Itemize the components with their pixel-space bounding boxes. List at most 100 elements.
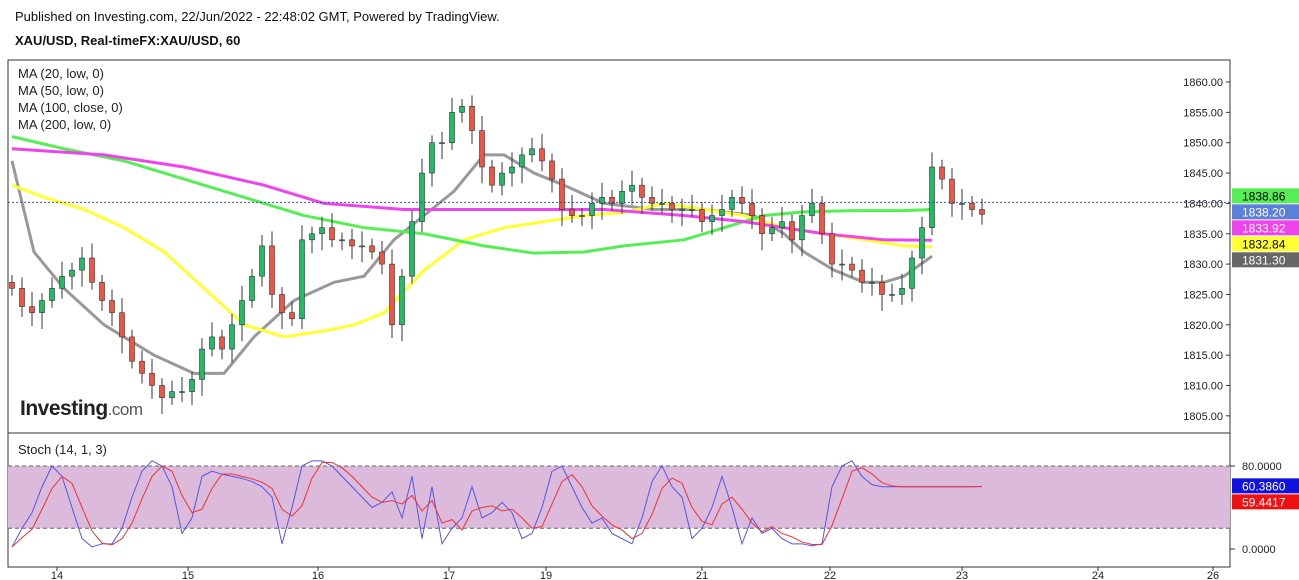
x-tick-label: 22 (824, 570, 836, 580)
candle-body (719, 209, 725, 216)
candle-body (489, 166, 495, 186)
candle-body (149, 373, 155, 386)
candle-body (79, 257, 85, 271)
candle-body (849, 263, 855, 271)
candle-body (929, 166, 935, 228)
y-tick-label: 1845.00 (1183, 168, 1223, 180)
y-tick-label: 1835.00 (1183, 229, 1223, 241)
y-tick-label: 1805.00 (1183, 411, 1223, 423)
x-tick-label: 14 (51, 570, 63, 580)
stoch-d-tag-bg (1232, 494, 1299, 510)
x-tick-label: 19 (540, 570, 552, 580)
legend-ma100: MA (100, close, 0) (18, 100, 123, 115)
candle-body (439, 142, 445, 144)
candle-body (289, 312, 295, 320)
candle-body (649, 197, 655, 204)
candle-body (219, 336, 225, 350)
candle-body (899, 288, 905, 295)
price-tag-bg (1232, 220, 1299, 236)
x-tick-label: 17 (443, 570, 455, 580)
price-tag-label: 1832.84 (1242, 237, 1286, 251)
candle-body (599, 197, 605, 204)
candle-body (829, 233, 835, 265)
stoch-tick-label: 80.0000 (1242, 461, 1282, 473)
candle-body (949, 178, 955, 204)
candle-body (939, 166, 945, 180)
candle-body (329, 227, 335, 241)
candle-body (529, 148, 535, 156)
symbol-title: XAU/USD, Real-timeFX:XAU/USD, 60 (15, 33, 241, 48)
candle-body (139, 360, 145, 374)
candle-body (129, 336, 135, 362)
candle-body (159, 385, 165, 398)
candle-body (869, 282, 875, 284)
candle-body (569, 209, 575, 216)
candle-body (969, 203, 975, 210)
candle-body (919, 227, 925, 259)
candle-body (889, 294, 895, 296)
price-tag-bg (1232, 188, 1299, 204)
candle-body (239, 300, 245, 326)
candle-body (349, 239, 355, 247)
candle-body (539, 148, 545, 162)
candle-body (559, 178, 565, 210)
candle-body (749, 203, 755, 216)
ma-line-3 (11, 147, 933, 242)
x-tick-label: 16 (312, 570, 324, 580)
candle-body (99, 282, 105, 301)
y-tick-label: 1855.00 (1183, 107, 1223, 119)
candle-body (669, 203, 675, 210)
candle-body (279, 294, 285, 313)
candle-body (479, 130, 485, 168)
price-tag-bg (1232, 252, 1299, 268)
candle-body (399, 275, 405, 326)
ma-line-1 (11, 183, 933, 339)
candle-body (319, 227, 325, 235)
stoch-k-tag: 60.3860 (1242, 479, 1286, 493)
candle-body (579, 215, 585, 217)
candle-body (29, 306, 35, 313)
candle-body (429, 142, 435, 174)
candle-body (519, 154, 525, 168)
x-tick-label: 26 (1207, 570, 1219, 580)
candle-body (189, 379, 195, 392)
candle-body (229, 324, 235, 350)
candle-body (549, 160, 555, 180)
ma-line-0 (10, 153, 933, 375)
candle-body (739, 197, 745, 204)
y-tick-label: 1830.00 (1183, 259, 1223, 271)
candle-body (379, 251, 385, 265)
x-tick-label: 24 (1092, 570, 1104, 580)
price-tag-label: 1831.30 (1242, 253, 1286, 267)
candle-body (509, 166, 515, 174)
y-tick-label: 1825.00 (1183, 289, 1223, 301)
candle-body (609, 197, 615, 204)
candle-body (459, 105, 465, 113)
candle-body (629, 184, 635, 192)
candle-body (39, 300, 45, 313)
candle-body (659, 203, 665, 205)
candle-body (499, 172, 505, 186)
candle-body (839, 263, 845, 266)
y-tick-label: 1840.00 (1183, 198, 1223, 210)
candle-body (469, 105, 475, 131)
candle-body (699, 209, 705, 222)
candle-body (369, 245, 375, 253)
candle-body (709, 215, 715, 222)
candle-body (359, 245, 365, 248)
y-tick-label: 1815.00 (1183, 350, 1223, 362)
x-tick-label: 21 (696, 570, 708, 580)
candle-body (209, 336, 215, 350)
price-tag-bg (1232, 236, 1299, 252)
candle-body (589, 203, 595, 216)
stoch-k-tag-bg (1232, 478, 1299, 494)
candle-body (449, 112, 455, 143)
ma-legend: MA (20, low, 0) MA (50, low, 0) MA (100,… (18, 65, 123, 133)
candle-body (769, 227, 775, 235)
candle-body (89, 257, 95, 283)
legend-ma200: MA (200, low, 0) (18, 117, 112, 132)
stoch-tick-label: 0.0000 (1242, 544, 1276, 556)
candle-body (9, 282, 15, 289)
